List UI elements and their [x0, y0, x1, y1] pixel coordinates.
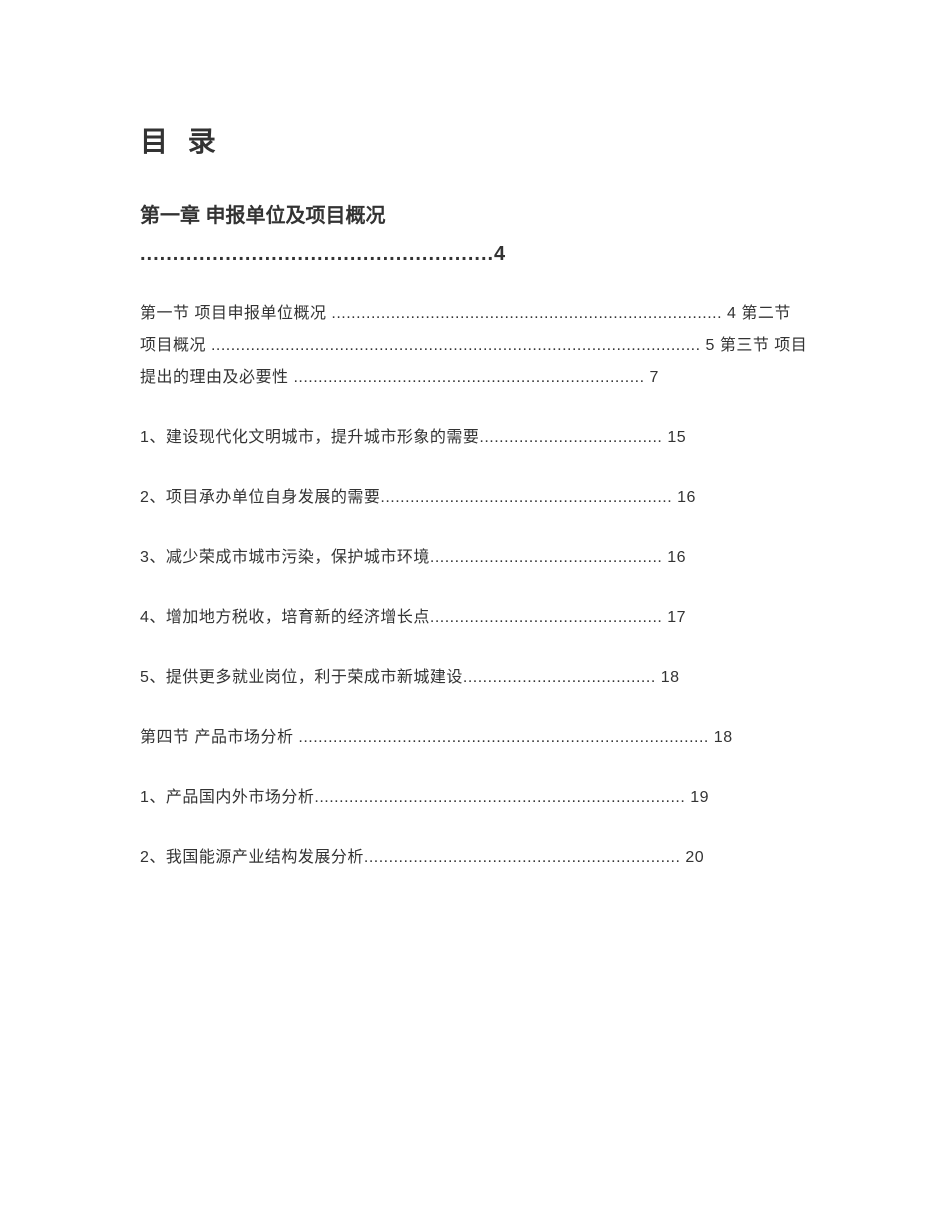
chapter-heading: 第一章 申报单位及项目概况 [140, 200, 810, 232]
toc-item-market-2: 2、我国能源产业结构发展分析..........................… [140, 842, 810, 874]
chapter-dots-line: ........................................… [140, 238, 810, 270]
toc-item-3: 3、减少荣成市城市污染，保护城市环境......................… [140, 542, 810, 574]
toc-item-market-1: 1、产品国内外市场分析.............................… [140, 782, 810, 814]
toc-section-1-2-3: 第一节 项目申报单位概况 ...........................… [140, 298, 810, 394]
toc-item-5: 5、提供更多就业岗位，利于荣成市新城建设....................… [140, 662, 810, 694]
toc-item-4: 4、增加地方税收，培育新的经济增长点......................… [140, 602, 810, 634]
toc-section-4: 第四节 产品市场分析 .............................… [140, 722, 810, 754]
toc-title: 目 录 [140, 120, 810, 160]
toc-item-1: 1、建设现代化文明城市，提升城市形象的需要...................… [140, 422, 810, 454]
toc-item-2: 2、项目承办单位自身发展的需要.........................… [140, 482, 810, 514]
